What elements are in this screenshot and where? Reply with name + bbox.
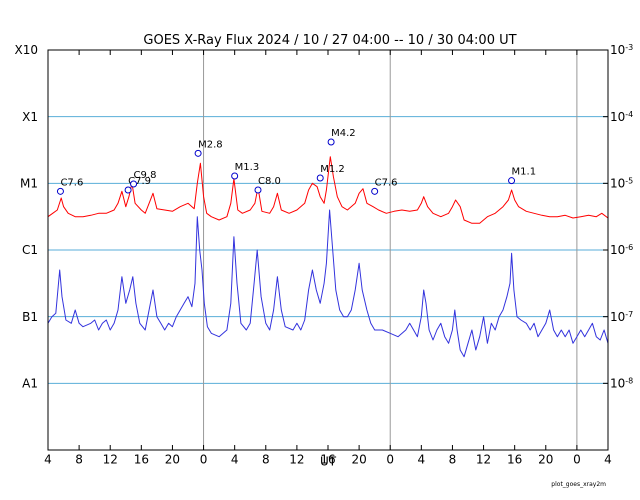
class-label: B1 — [22, 310, 38, 324]
class-label: M1 — [20, 177, 38, 191]
flare-label: M4.2 — [331, 128, 356, 139]
x-axis-label: UT — [320, 455, 337, 469]
flare-marker — [194, 149, 202, 157]
flare-marker — [327, 138, 335, 146]
flare-label: C7.6 — [375, 177, 398, 188]
flux-label: 10-6 — [610, 243, 633, 257]
x-tick-label: 4 — [231, 453, 239, 467]
flare-label: C8.0 — [258, 176, 281, 187]
flux-label: 10-8 — [610, 377, 633, 391]
flare-label: M1.1 — [512, 167, 537, 178]
series-line-short — [47, 209, 609, 358]
day-boundary-lines — [203, 50, 578, 450]
flare-marker — [124, 186, 132, 194]
flare-marker — [56, 187, 64, 195]
flare-marker — [316, 174, 324, 182]
x-tick-label: 4 — [604, 453, 612, 467]
x-tick-label: 4 — [44, 453, 52, 467]
plot-credit: plot_goes_xray2m — [551, 481, 606, 488]
flare-label: M1.2 — [320, 164, 345, 175]
x-tick-label: 12 — [476, 453, 491, 467]
x-tick-label: 0 — [573, 453, 581, 467]
x-tick-label: 8 — [75, 453, 83, 467]
flux-label: 10-4 — [610, 110, 633, 124]
x-tick-label: 12 — [289, 453, 304, 467]
flare-label: C7.9 — [128, 176, 151, 187]
x-tick-label: 20 — [538, 453, 553, 467]
x-tick-label: 20 — [165, 453, 180, 467]
x-tick-label: 0 — [200, 453, 208, 467]
x-tick-label: 16 — [320, 453, 335, 467]
x-tick-label: 8 — [262, 453, 270, 467]
flare-label: M2.8 — [198, 139, 223, 150]
flare-label: C7.6 — [60, 177, 83, 188]
x-tick-label: 4 — [418, 453, 426, 467]
flux-series — [47, 156, 609, 358]
class-label: C1 — [22, 243, 38, 257]
flare-marker — [231, 172, 239, 180]
class-label: X10 — [15, 43, 39, 57]
x-tick-label: 0 — [386, 453, 394, 467]
flux-label: 10-7 — [610, 310, 633, 324]
flare-marker — [371, 187, 379, 195]
series-line-long — [47, 156, 609, 224]
flare-marker — [508, 177, 516, 185]
chart-title: GOES X-Ray Flux 2024 / 10 / 27 04:00 -- … — [143, 33, 516, 48]
class-label: X1 — [22, 110, 38, 124]
grid-lines — [48, 116, 608, 384]
x-tick-label: 8 — [449, 453, 457, 467]
flare-label: M1.3 — [235, 162, 260, 173]
flare-label: C9.8 — [134, 170, 157, 181]
flare-marker — [254, 186, 262, 194]
right-axis-flux-labels: 10-3 10-4 10-5 10-6 10-7 10-8 — [603, 43, 633, 391]
x-tick-label: 16 — [134, 453, 149, 467]
x-tick-label: 12 — [103, 453, 118, 467]
flux-label: 10-5 — [610, 177, 633, 191]
flare-markers: C7.6 C7.9C9.8 M2.8 M1.3 C8.0 M1.2 M4.2 C7.6 M1.1 — [56, 128, 537, 195]
class-label: A1 — [22, 377, 38, 391]
x-axis: 4 8 12 16 20 0 4 8 12 16 20 0 4 8 12 16 20 0 4 — [44, 50, 612, 467]
flux-label: 10-3 — [610, 43, 633, 57]
x-tick-label: 16 — [507, 453, 522, 467]
flare-marker — [130, 180, 138, 188]
x-tick-label: 20 — [351, 453, 366, 467]
left-axis-class-labels: X10 X1 M1 C1 B1 A1 — [15, 43, 39, 390]
